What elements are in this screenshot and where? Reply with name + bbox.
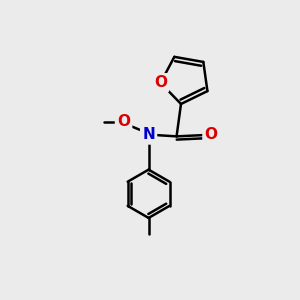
Text: O: O	[205, 128, 218, 142]
Text: O: O	[117, 114, 130, 129]
Text: N: N	[142, 128, 155, 142]
Text: O: O	[154, 75, 167, 90]
